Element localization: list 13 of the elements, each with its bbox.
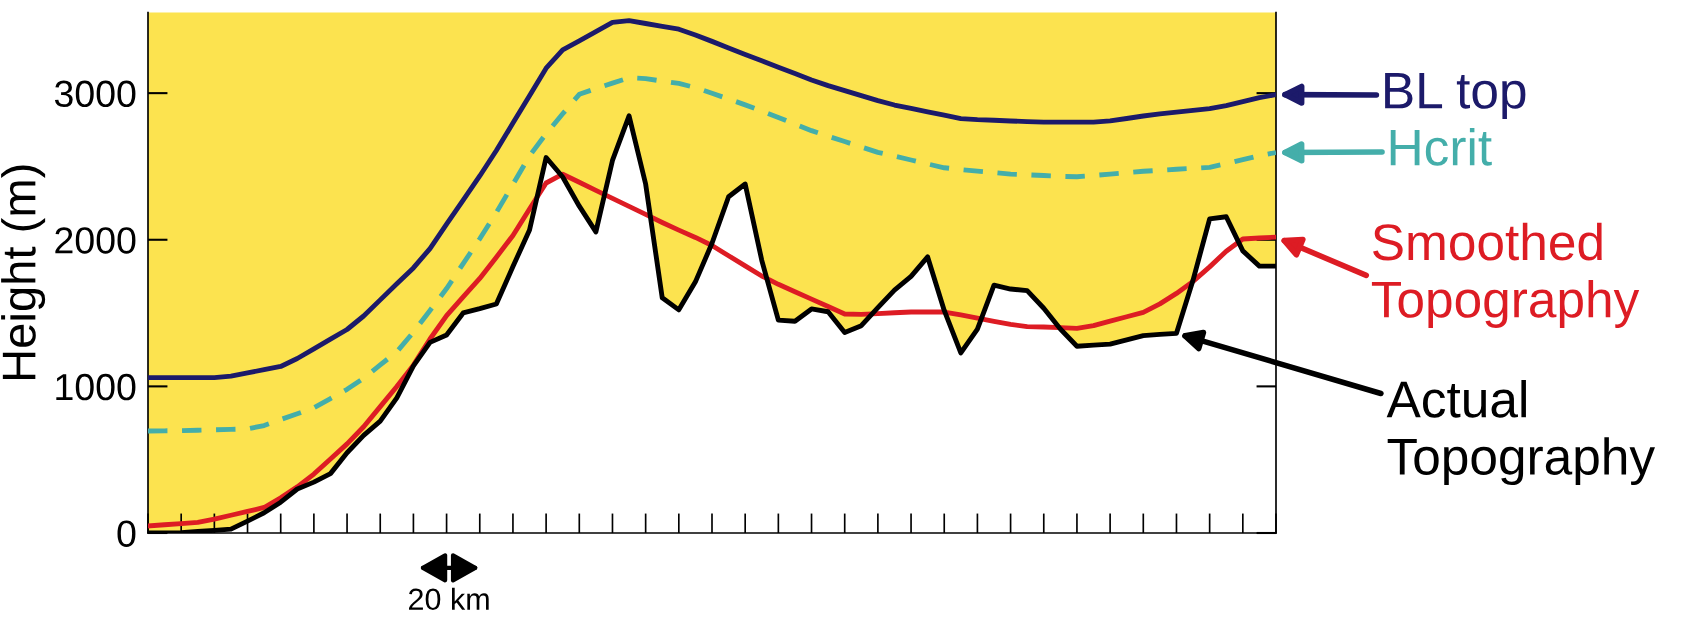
legend-label: Smoothed Topography <box>1371 222 1640 328</box>
legend-label: Hcrit <box>1390 128 1492 166</box>
y-tick-label: 0 <box>117 520 136 547</box>
y-tick-label: 2000 <box>55 227 136 254</box>
line-series <box>148 18 1276 381</box>
line-series <box>148 171 1276 529</box>
legend-label: BL top <box>1385 72 1526 119</box>
line-series <box>148 75 1276 434</box>
text: 20 km <box>409 587 489 611</box>
y-tick-label: 3000 <box>54 80 136 108</box>
y-tick-label: 1000 <box>56 373 136 401</box>
y-axis-title: Height (m) <box>1 165 46 380</box>
legend-label: Actual Topography <box>1386 379 1655 486</box>
